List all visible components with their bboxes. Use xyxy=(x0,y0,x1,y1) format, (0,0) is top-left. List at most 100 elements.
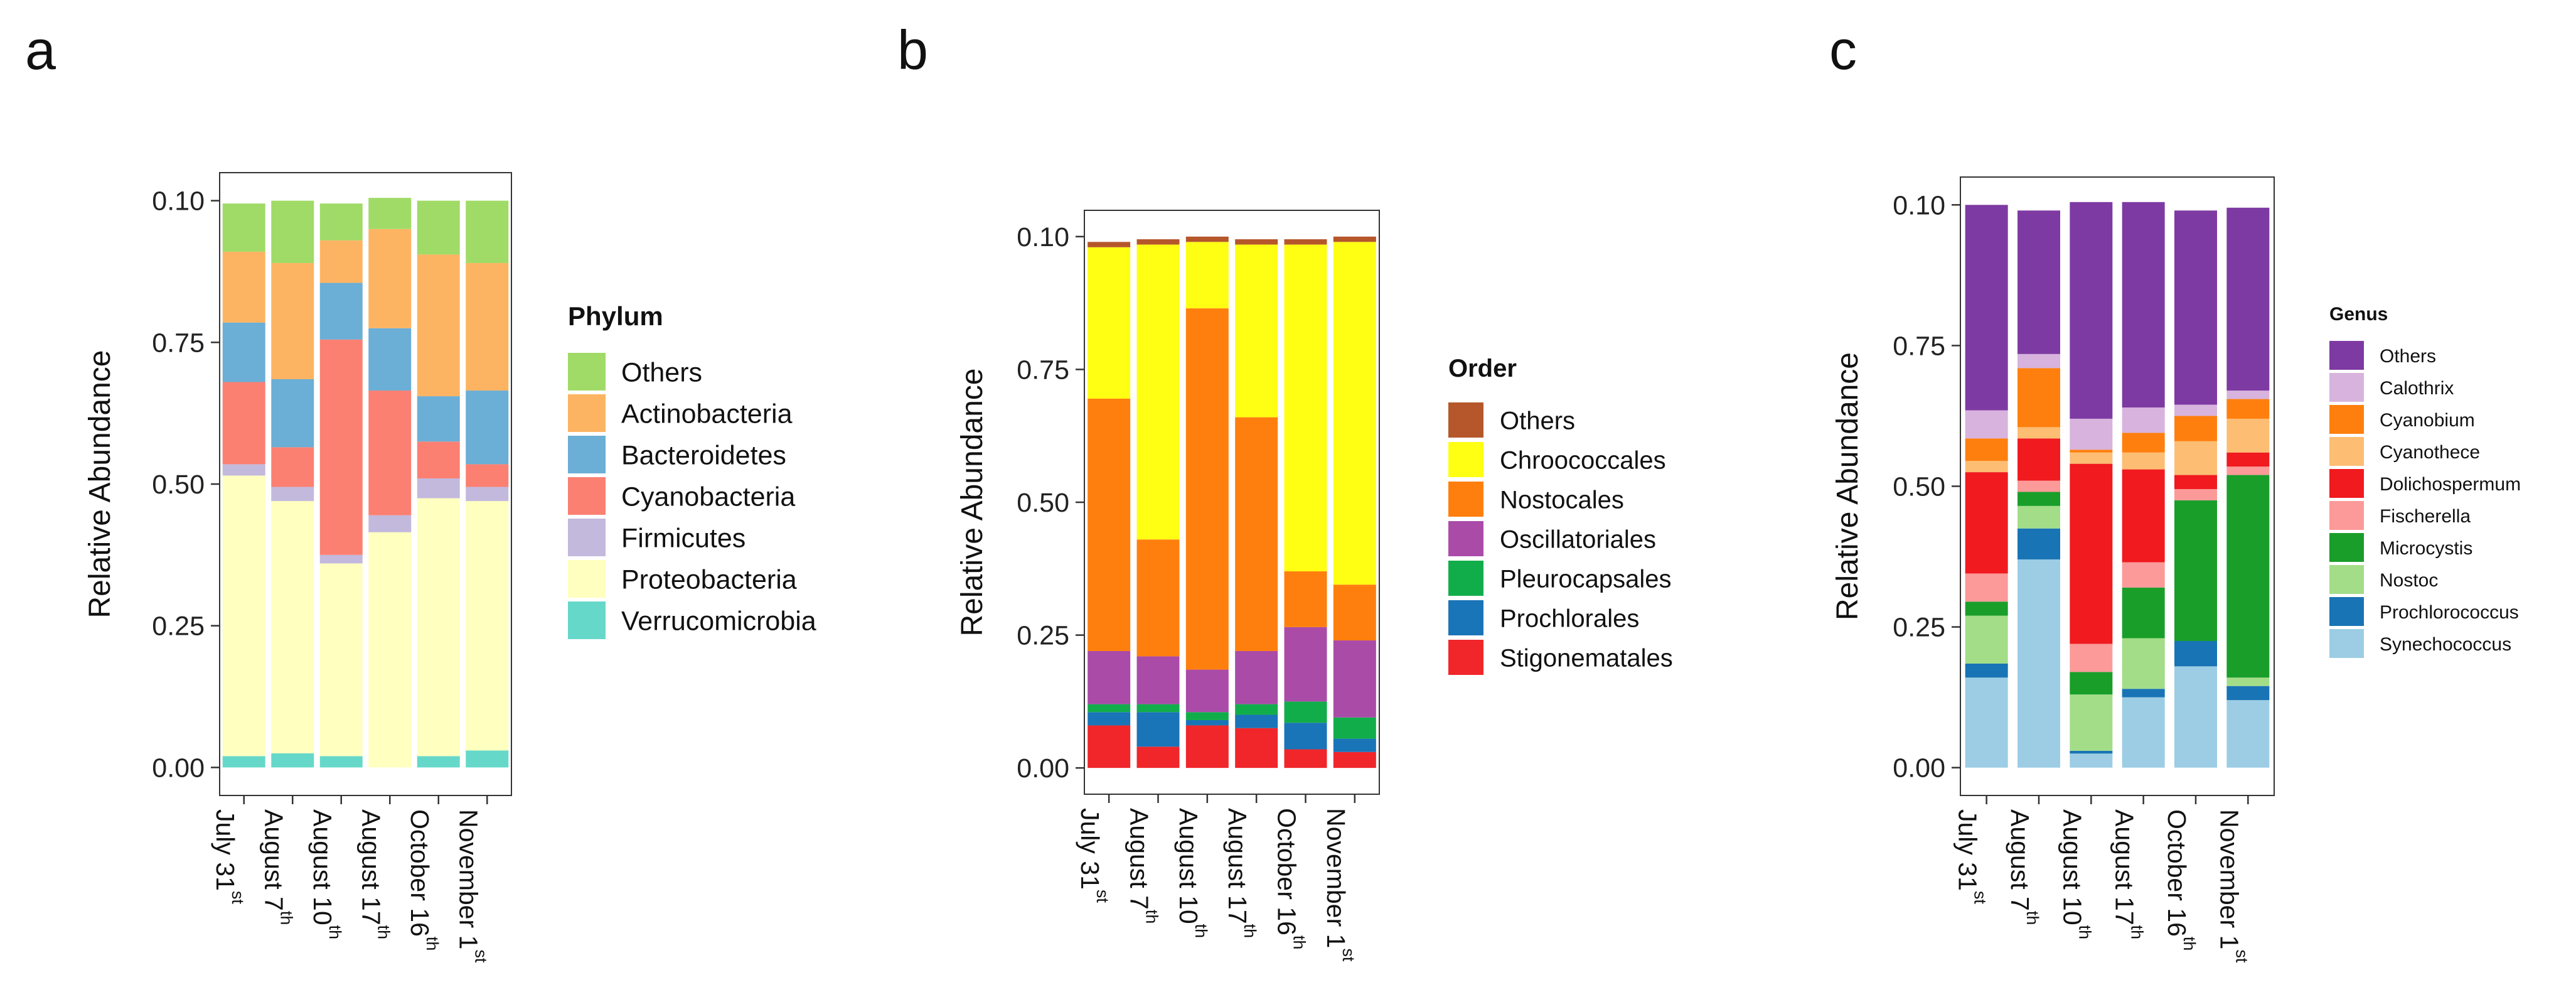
bar-segment-microcystis-3 xyxy=(2122,587,2165,639)
bar-segment-actinobacteria-0 xyxy=(222,251,265,323)
legend-swatch-oscillatoriales xyxy=(1448,521,1483,556)
bar-segment-proteobacteria-5 xyxy=(466,501,509,751)
bar-segment-prochlorococcus-0 xyxy=(1965,663,2008,678)
chart-panel-b: b 0.00 0.25 0.50 0.75 0.10 Relative Abundance J… xyxy=(897,19,1673,962)
legend-swatch-nostocales xyxy=(1448,482,1483,517)
bar-segment-others-3 xyxy=(368,198,412,229)
bar-segment-verrucomicrobia-0 xyxy=(222,756,265,768)
legend-swatch-others xyxy=(568,353,606,391)
bar-segment-proteobacteria-2 xyxy=(319,563,363,757)
bar-segment-oscillatoriales-4 xyxy=(1284,627,1327,702)
bar-segment-bacteroidetes-0 xyxy=(222,322,265,382)
bar-segment-cyanothece-0 xyxy=(1965,461,2008,473)
y-tick-label: 0.75 xyxy=(1017,355,1069,385)
legend-label-bacteroidetes: Bacteroidetes xyxy=(621,440,786,470)
bar-segment-prochlorales-5 xyxy=(1333,738,1376,752)
bar-segment-firmicutes-5 xyxy=(466,487,509,502)
bar-segment-cyanobium-1 xyxy=(2018,368,2060,428)
legend-label-nostocales: Nostocales xyxy=(1500,486,1624,514)
x-tick-label: October 16th xyxy=(2162,809,2198,951)
bar-segment-actinobacteria-2 xyxy=(319,240,363,283)
bar-segment-chroococcales-2 xyxy=(1185,242,1229,309)
bar-segment-firmicutes-0 xyxy=(222,464,265,476)
bar-segment-cyanobacteria-5 xyxy=(466,464,509,487)
x-tick-label: August 7th xyxy=(1125,808,1161,924)
bar-segment-fischerella-2 xyxy=(2070,644,2113,672)
bar-segment-pleurocapsales-3 xyxy=(1235,704,1278,715)
bar-segment-actinobacteria-3 xyxy=(368,229,412,328)
bar-segment-nostocales-3 xyxy=(1235,417,1278,651)
bar-segment-cyanobacteria-2 xyxy=(319,339,363,555)
y-tick-label: 0.50 xyxy=(1893,472,1945,502)
bar-segment-dolichospermum-3 xyxy=(2122,469,2165,563)
bar-segment-dolichospermum-2 xyxy=(2070,463,2113,644)
x-tick-label: August 10th xyxy=(308,809,344,939)
bar-segment-bacteroidetes-4 xyxy=(417,396,460,442)
legend-swatch-others xyxy=(1448,402,1483,438)
plot-area xyxy=(1960,176,2275,796)
x-tick-label: November 1st xyxy=(454,809,490,963)
bar-segment-cyanothece-3 xyxy=(2122,452,2165,470)
bar-segment-prochlorococcus-4 xyxy=(2174,640,2217,667)
x-tick-label: August 7th xyxy=(2006,809,2041,925)
y-tick-label: 0.25 xyxy=(152,612,205,642)
bar-segment-cyanobium-5 xyxy=(2226,399,2270,419)
bar-segment-proteobacteria-0 xyxy=(222,475,265,757)
bar-segment-others-3 xyxy=(2122,202,2165,408)
legend-swatch-prochlorococcus xyxy=(2329,597,2364,626)
bar-segment-cyanobium-3 xyxy=(2122,433,2165,453)
bar-segment-synechococcus-0 xyxy=(1965,677,2008,768)
bar-segment-bacteroidetes-1 xyxy=(271,379,314,448)
bar-segment-microcystis-5 xyxy=(2226,475,2270,678)
bar-segment-proteobacteria-4 xyxy=(417,498,460,757)
y-tick-label: 0.50 xyxy=(152,470,205,500)
bar-segment-actinobacteria-5 xyxy=(466,262,509,391)
bar-segment-calothrix-4 xyxy=(2174,404,2217,416)
legend-label-nostoc: Nostoc xyxy=(2380,570,2438,591)
legend-label-firmicutes: Firmicutes xyxy=(621,523,746,553)
bar-segment-verrucomicrobia-2 xyxy=(319,756,363,768)
legend-swatch-calothrix xyxy=(2329,373,2364,402)
y-tick-label: 0.10 xyxy=(1017,222,1069,252)
legend-label-pleurocapsales: Pleurocapsales xyxy=(1500,565,1672,593)
legend-swatch-others xyxy=(2329,341,2364,370)
bar-segment-nostocales-0 xyxy=(1088,398,1131,651)
bar-segment-synechococcus-2 xyxy=(2070,753,2113,768)
bar-segment-chroococcales-1 xyxy=(1136,244,1180,540)
bar-segment-dolichospermum-4 xyxy=(2174,475,2217,489)
legend-label-prochlorales: Prochlorales xyxy=(1500,605,1639,632)
y-tick-label: 0.25 xyxy=(1893,613,1945,643)
legend-label-synechococcus: Synechococcus xyxy=(2380,634,2511,655)
bar-segment-cyanobacteria-4 xyxy=(417,441,460,478)
bar-segment-synechococcus-4 xyxy=(2174,666,2217,768)
bar-segment-prochlorococcus-5 xyxy=(2226,686,2270,701)
bar-segment-stigonematales-2 xyxy=(1185,725,1229,768)
bar-segment-synechococcus-5 xyxy=(2226,700,2270,768)
bar-segment-microcystis-4 xyxy=(2174,500,2217,641)
bar-segment-others-5 xyxy=(466,200,509,263)
x-tick-label: August 17th xyxy=(2110,809,2146,939)
bar-segment-oscillatoriales-2 xyxy=(1185,669,1229,713)
bar-segment-microcystis-2 xyxy=(2070,672,2113,695)
bar-segment-others-4 xyxy=(2174,210,2217,405)
bar-segment-others-2 xyxy=(1185,236,1229,242)
bar-segment-cyanobacteria-1 xyxy=(271,447,314,487)
y-tick-label: 0.00 xyxy=(152,753,205,783)
bar-segment-actinobacteria-4 xyxy=(417,254,460,397)
bar-segment-others-1 xyxy=(2018,210,2060,354)
bar-segment-prochlorales-3 xyxy=(1235,714,1278,728)
bar-segment-cyanobium-4 xyxy=(2174,416,2217,441)
bar-segment-others-2 xyxy=(2070,202,2113,419)
bar-segment-prochlorales-2 xyxy=(1185,719,1229,726)
bar-segment-dolichospermum-1 xyxy=(2018,438,2060,481)
bar-segment-fischerella-0 xyxy=(1965,573,2008,602)
legend-label-prochlorococcus: Prochlorococcus xyxy=(2380,602,2519,623)
bar-segment-others-4 xyxy=(1284,239,1327,245)
legend-label-others: Others xyxy=(2380,346,2436,367)
bar-segment-dolichospermum-5 xyxy=(2226,452,2270,467)
legend-label-microcystis: Microcystis xyxy=(2380,538,2472,559)
bar-segment-others-4 xyxy=(417,200,460,255)
legend-label-oscillatoriales: Oscillatoriales xyxy=(1500,525,1656,553)
x-tick-label: July 31st xyxy=(211,809,247,904)
